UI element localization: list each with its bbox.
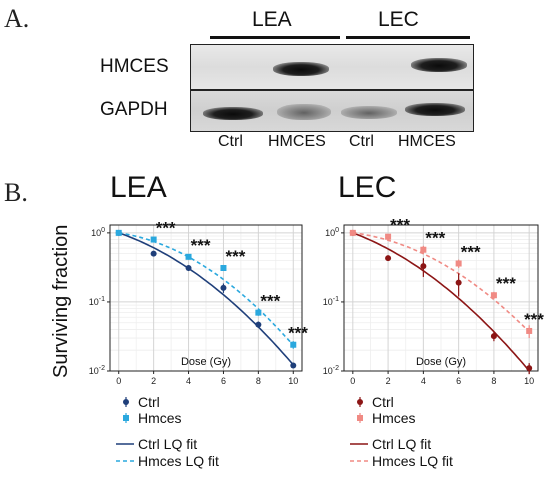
data-point-ctrl (185, 264, 192, 271)
y-tick-label: 10-2 (89, 365, 105, 376)
y-tick-label: 100 (325, 227, 339, 238)
data-point-ctrl (420, 263, 427, 270)
legend-label-hmces-fit: Hmces LQ fit (138, 453, 219, 469)
x-axis-label: Dose (Gy) (416, 356, 466, 368)
fit-line-ctrl (352, 232, 530, 372)
legend-label-ctrl-fit: Ctrl LQ fit (372, 436, 431, 452)
legend-label-ctrl-fit: Ctrl LQ fit (138, 436, 197, 452)
data-point-hmces (455, 260, 462, 267)
lane-label-1: Ctrl (218, 133, 243, 150)
chart-lec: 0 2 4 6 8 10 100 10-1 10-2 Dose (Gy) *** *** *** *** *… (323, 216, 545, 469)
data-point-hmces (385, 233, 392, 240)
legend-label-hmces-fit: Hmces LQ fit (372, 453, 453, 469)
lane-label-3: Ctrl (349, 133, 374, 150)
panel-a-letter: A. (4, 4, 30, 33)
legend-marker-hmces (123, 415, 129, 421)
data-point-ctrl (490, 333, 497, 340)
x-tick-label: 6 (456, 376, 461, 386)
data-point-ctrl (255, 321, 262, 328)
significance-label: *** (496, 274, 516, 293)
band-gapdh-3 (341, 106, 397, 119)
y-tick-label: 100 (91, 227, 105, 238)
y-tick-label: 10-1 (323, 296, 339, 307)
blot-gapdh (190, 90, 474, 132)
band-gapdh-2 (277, 104, 331, 120)
group-bar-lea (210, 36, 340, 39)
data-point-hmces (349, 229, 356, 236)
x-tick-label: 2 (151, 376, 156, 386)
significance-label: *** (260, 292, 280, 311)
x-axis-label: Dose (Gy) (181, 356, 231, 368)
data-point-ctrl (150, 250, 157, 257)
legend-label-hmces: Hmces (372, 410, 416, 426)
legend-marker-ctrl (123, 399, 129, 405)
chart-title-lea: LEA (110, 171, 167, 204)
fit-line-ctrl (118, 232, 294, 366)
row-label-gapdh: GAPDH (100, 99, 168, 120)
band-gapdh-1 (203, 107, 263, 120)
x-tick-label: 4 (186, 376, 191, 386)
data-point-hmces (150, 236, 157, 243)
data-point-ctrl (385, 255, 392, 262)
data-point-hmces (526, 327, 533, 334)
y-tick-label: 10-1 (89, 296, 105, 307)
significance-label: *** (461, 243, 481, 262)
x-tick-label: 4 (421, 376, 426, 386)
data-point-hmces (490, 292, 497, 299)
lane-label-4: HMCES (398, 133, 456, 150)
band-hmces-lea (273, 62, 329, 76)
data-point-hmces (115, 229, 122, 236)
band-hmces-lec (411, 58, 467, 72)
fit-line-hmces (118, 232, 294, 346)
chart-title-lec: LEC (338, 171, 397, 204)
significance-label: *** (156, 219, 176, 238)
data-point-ctrl (220, 284, 227, 291)
blot-hmces (190, 44, 474, 90)
legend-marker-hmces (357, 415, 363, 421)
data-point-hmces (290, 341, 297, 348)
x-tick-label: 2 (386, 376, 391, 386)
legend-marker-ctrl (357, 399, 363, 405)
x-tick-label: 8 (491, 376, 496, 386)
x-tick-label: 10 (288, 376, 298, 386)
data-point-hmces (220, 264, 227, 271)
row-label-hmces: HMCES (100, 56, 169, 77)
group-label-lea: LEA (252, 8, 292, 31)
data-point-hmces (185, 253, 192, 260)
significance-label: *** (226, 247, 246, 266)
x-tick-label: 0 (116, 376, 121, 386)
legend-label-hmces: Hmces (138, 410, 182, 426)
significance-label: *** (288, 324, 308, 343)
significance-label: *** (191, 236, 211, 255)
plot-frame (109, 224, 303, 372)
x-tick-label: 6 (221, 376, 226, 386)
lane-label-2: HMCES (268, 133, 326, 150)
legend-label-ctrl: Ctrl (372, 394, 394, 410)
significance-label: *** (524, 310, 544, 329)
y-tick-label: 10-2 (323, 365, 339, 376)
grid-lines (110, 225, 302, 372)
data-point-ctrl (526, 365, 533, 372)
data-point-hmces (255, 309, 262, 316)
plot-frame (343, 224, 539, 372)
band-gapdh-4 (405, 103, 465, 116)
legend-label-ctrl: Ctrl (138, 394, 160, 410)
x-tick-label: 8 (256, 376, 261, 386)
significance-label: *** (390, 216, 410, 235)
data-point-hmces (420, 246, 427, 253)
x-tick-label: 0 (350, 376, 355, 386)
chart-lea: 0 2 4 6 8 10 100 10-1 10-2 Dose (Gy) *** *** *** *** *… (89, 219, 309, 469)
x-tick-label: 10 (524, 376, 534, 386)
data-point-ctrl (455, 279, 462, 286)
group-bar-lec (346, 36, 470, 39)
panel-b-letter: B. (4, 178, 28, 207)
data-point-ctrl (290, 362, 297, 369)
group-label-lec: LEC (378, 8, 419, 31)
fit-line-hmces (352, 232, 530, 333)
significance-label: *** (425, 229, 445, 248)
